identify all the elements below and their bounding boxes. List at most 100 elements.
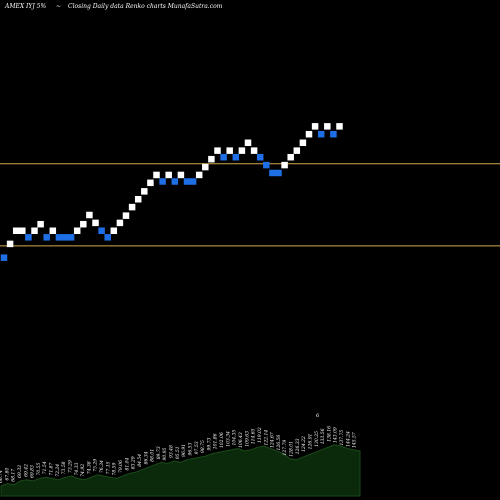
trend-arrow: ~ <box>56 3 61 10</box>
renko-brick-up <box>116 219 124 227</box>
volume-label: 74.92 <box>80 464 86 477</box>
volume-label: 144.24 <box>345 431 351 447</box>
renko-brick-down <box>263 161 270 169</box>
renko-brick-up <box>110 227 118 235</box>
volume-label: 73.58 <box>61 461 67 474</box>
renko-brick-down <box>159 178 166 185</box>
renko-brick-down <box>317 130 325 138</box>
volume-label: 106.43 <box>238 432 244 448</box>
volume-label: 97.53 <box>194 441 200 454</box>
renko-brick-up <box>299 139 307 147</box>
renko-brick-up <box>208 155 215 163</box>
renko-brick-up <box>49 227 57 235</box>
renko-brick-up <box>134 195 142 203</box>
volume-label: 137.75 <box>339 430 345 446</box>
volume-label: 86.34 <box>143 451 149 464</box>
renko-brick-down <box>189 178 197 185</box>
renko-brick-down <box>171 178 179 185</box>
volume-label: 102.06 <box>219 432 225 448</box>
volume-label: 103.34 <box>225 431 231 447</box>
renko-brick-up <box>177 171 185 179</box>
volume-label: 74.38 <box>86 461 92 474</box>
renko-brick-up <box>305 130 313 138</box>
volume-label: 66.74 <box>0 470 4 483</box>
renko-brick-up <box>202 163 209 171</box>
volume-label: 124.67 <box>270 432 276 448</box>
renko-brick-down <box>269 169 276 177</box>
renko-brick-up <box>281 161 288 169</box>
ticker-label: AMEX IYJ 5% <box>4 3 46 10</box>
volume-label: 79.06 <box>118 460 124 473</box>
volume-label: 130.25 <box>314 431 320 447</box>
volume-label: 138.16 <box>326 426 332 442</box>
volume-label: 77.15 <box>105 461 111 474</box>
chart-title: Closing Daily data Renko charts MunafaSu… <box>68 3 223 10</box>
volume-label: 119.02 <box>257 427 263 443</box>
volume-label: 145.57 <box>352 432 358 448</box>
renko-brick-up <box>336 123 343 130</box>
volume-label: 127.79 <box>282 440 288 456</box>
renko-brick-up <box>92 219 99 227</box>
renko-brick-up <box>287 153 294 161</box>
volume-label: 75.29 <box>93 459 99 472</box>
renko-brick-down <box>232 153 240 161</box>
renko-brick-up <box>12 227 20 235</box>
volume-label: 143.09 <box>333 427 339 443</box>
volume-label: 81.04 <box>124 457 130 470</box>
volume-label: 98.75 <box>200 440 206 453</box>
renko-brick-up <box>214 147 221 154</box>
volume-label: 128.01 <box>288 441 294 457</box>
volume-label: 83.29 <box>131 456 137 469</box>
volume-label: 88.01 <box>150 449 156 462</box>
volume-label: 96.53 <box>188 443 194 456</box>
volume-label: 71.87 <box>49 462 55 475</box>
volume-label: 126.56 <box>276 435 282 451</box>
renko-brick-up <box>86 211 93 219</box>
volume-label: 126.33 <box>295 438 301 454</box>
renko-brick-up <box>19 227 26 235</box>
volume-label: 69.83 <box>30 465 36 478</box>
renko-brick-down <box>43 234 50 241</box>
volume-label: 78.59 <box>112 462 118 475</box>
renko-brick-up <box>165 171 172 179</box>
volume-label: 84.54 <box>137 454 143 467</box>
renko-brick-down <box>0 254 8 261</box>
chart-header: AMEX IYJ 5% ~ Closing Daily data Renko c… <box>4 3 223 10</box>
renko-brick-up <box>122 212 130 219</box>
volume-label: 95.51 <box>175 446 181 459</box>
renko-brick-up <box>195 171 203 179</box>
volume-label: 109.63 <box>244 431 250 447</box>
renko-brick-up <box>31 227 38 235</box>
volume-label: 133.56 <box>320 428 326 444</box>
volume-label: 89.73 <box>156 446 162 459</box>
volume-label: 71.54 <box>42 461 48 474</box>
volume-label: 69.33 <box>17 465 23 478</box>
volume-area-shape <box>0 444 361 497</box>
volume-label: 126.91 <box>307 434 313 450</box>
volume-label: 67.80 <box>4 467 10 480</box>
renko-brick-up <box>293 147 301 154</box>
volume-label: 73.29 <box>68 460 74 473</box>
renko-brick-down <box>104 234 111 241</box>
renko-brick-down <box>220 153 227 161</box>
volume-label: 76.34 <box>99 460 105 473</box>
renko-brick-down <box>256 153 264 161</box>
volume-label: 70.55 <box>36 462 42 475</box>
renko-brick-down <box>330 130 337 138</box>
renko-brick-up <box>244 139 252 147</box>
renko-brick-down <box>55 234 63 241</box>
renko-brick-down <box>183 178 191 185</box>
renko-brick-up <box>80 220 87 228</box>
renko-brick-up <box>311 123 319 130</box>
renko-brick-up <box>6 240 14 248</box>
volume-label: 101.86 <box>213 433 219 449</box>
volume-label: 96.91 <box>181 444 187 457</box>
volume-label: 90.95 <box>162 447 168 460</box>
volume-label: 72.24 <box>55 464 61 477</box>
volume-label: 122.14 <box>263 430 269 446</box>
volume-area: 66.74 67.80 68.17 69.33 69.42 69.83 70.55 71.54… <box>0 413 361 497</box>
renko-brick-up <box>250 147 258 154</box>
renko-brick-up <box>226 147 233 154</box>
volume-label: 68.17 <box>11 469 17 482</box>
